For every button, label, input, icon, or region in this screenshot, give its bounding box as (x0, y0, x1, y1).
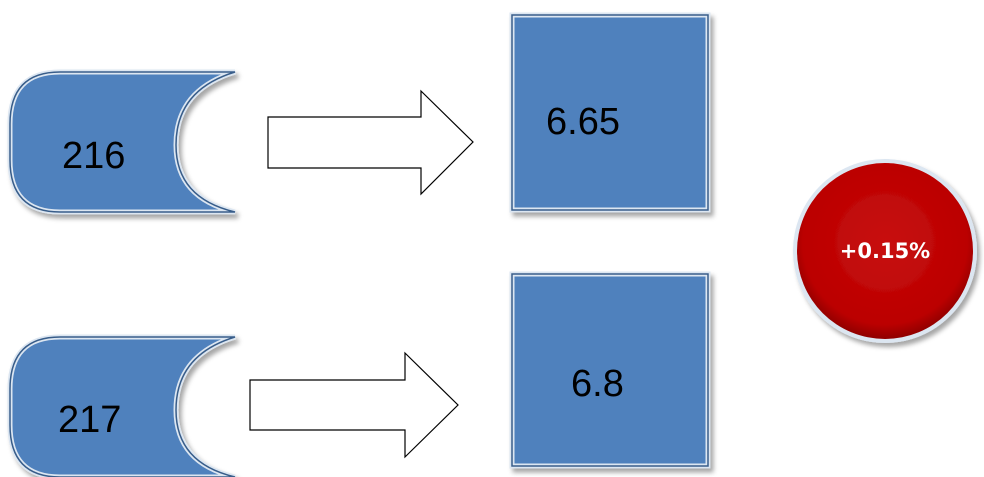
arrow-right-icon (267, 89, 474, 196)
output-value-row-2: 6.8 (571, 363, 624, 405)
arrow-right-icon (249, 351, 459, 459)
output-value-row-1: 6.65 (546, 101, 620, 143)
change-percent-label: +0.15% (840, 239, 930, 263)
input-scroll-row-1 (7, 69, 236, 215)
input-value-row-1: 216 (62, 135, 125, 177)
output-box-row-1 (509, 12, 711, 213)
input-scroll-row-2 (7, 334, 236, 477)
change-circle (793, 159, 977, 343)
input-value-row-2: 217 (58, 399, 121, 441)
